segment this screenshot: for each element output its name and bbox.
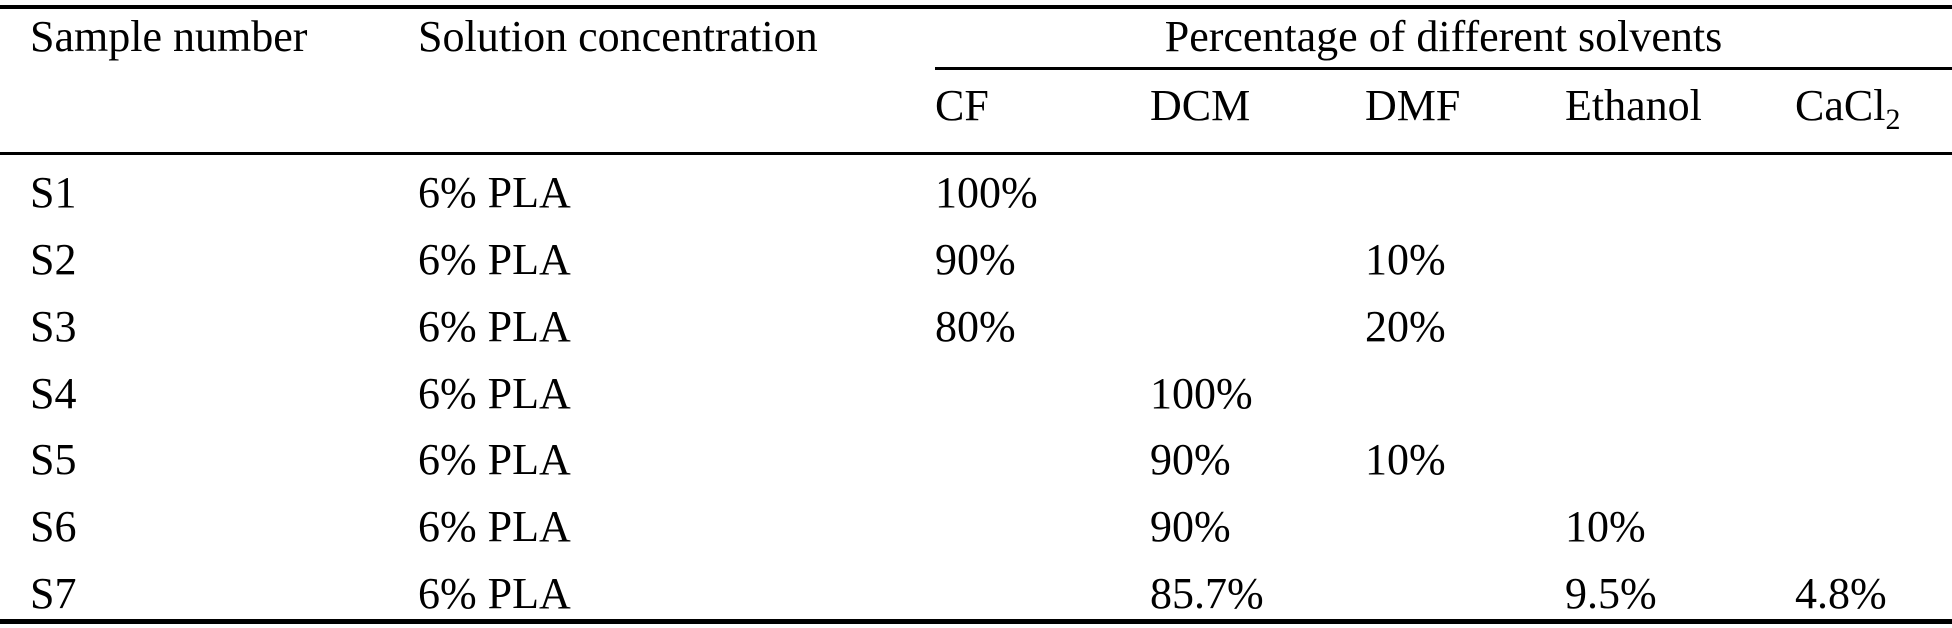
- table-row: S6 6% PLA 90% 10%: [0, 505, 1952, 571]
- cacl2-formula-base: CaCl: [1795, 81, 1886, 130]
- cell-sample-number: S1: [30, 168, 77, 217]
- cell-sample-number: S3: [30, 302, 77, 351]
- header-col-ethanol: Ethanol: [1565, 81, 1702, 130]
- cell-concentration: 6% PLA: [418, 235, 571, 284]
- table-row: S1 6% PLA 100%: [0, 171, 1952, 237]
- cell-sample-number: S6: [30, 502, 77, 551]
- cell-dmf: 10%: [1365, 235, 1446, 284]
- cell-concentration: 6% PLA: [418, 435, 571, 484]
- cell-ethanol: 10%: [1565, 502, 1646, 551]
- cell-sample-number: S5: [30, 435, 77, 484]
- cell-cf: 90%: [935, 235, 1016, 284]
- cell-sample-number: S4: [30, 369, 77, 418]
- header-solution-concentration: Solution concentration: [418, 12, 818, 61]
- cell-concentration: 6% PLA: [418, 569, 571, 618]
- cell-dcm: 100%: [1150, 369, 1253, 418]
- header-bottom-rule: [0, 152, 1952, 155]
- header-col-dmf: DMF: [1365, 81, 1461, 130]
- cacl2-formula-subscript: 2: [1885, 103, 1901, 136]
- table-top-rule: [0, 5, 1952, 9]
- cell-cf: 100%: [935, 168, 1038, 217]
- cell-ethanol: 9.5%: [1565, 569, 1657, 618]
- cell-cf: 80%: [935, 302, 1016, 351]
- cell-dmf: 10%: [1365, 435, 1446, 484]
- cell-concentration: 6% PLA: [418, 302, 571, 351]
- cell-dcm: 90%: [1150, 502, 1231, 551]
- header-sample-number: Sample number: [30, 12, 308, 61]
- table-bottom-rule: [0, 619, 1952, 624]
- cell-sample-number: S7: [30, 569, 77, 618]
- table-row: S4 6% PLA 100%: [0, 372, 1952, 438]
- solvents-group-rule: [935, 67, 1952, 70]
- table-row: S3 6% PLA 80% 20%: [0, 305, 1952, 371]
- table-row: S7 6% PLA 85.7% 9.5% 4.8%: [0, 572, 1952, 628]
- cell-sample-number: S2: [30, 235, 77, 284]
- cell-cacl2: 4.8%: [1795, 569, 1887, 618]
- header-col-cacl2: CaCl2: [1795, 81, 1900, 135]
- cell-concentration: 6% PLA: [418, 502, 571, 551]
- header-solvents-group: Percentage of different solvents: [1164, 12, 1723, 61]
- cell-dcm: 85.7%: [1150, 569, 1264, 618]
- header-col-dcm: DCM: [1150, 81, 1251, 130]
- cell-concentration: 6% PLA: [418, 168, 571, 217]
- table-row: S2 6% PLA 90% 10%: [0, 238, 1952, 304]
- cell-concentration: 6% PLA: [418, 369, 571, 418]
- header-col-cf: CF: [935, 81, 989, 130]
- cell-dcm: 90%: [1150, 435, 1231, 484]
- cell-dmf: 20%: [1365, 302, 1446, 351]
- table-row: S5 6% PLA 90% 10%: [0, 438, 1952, 504]
